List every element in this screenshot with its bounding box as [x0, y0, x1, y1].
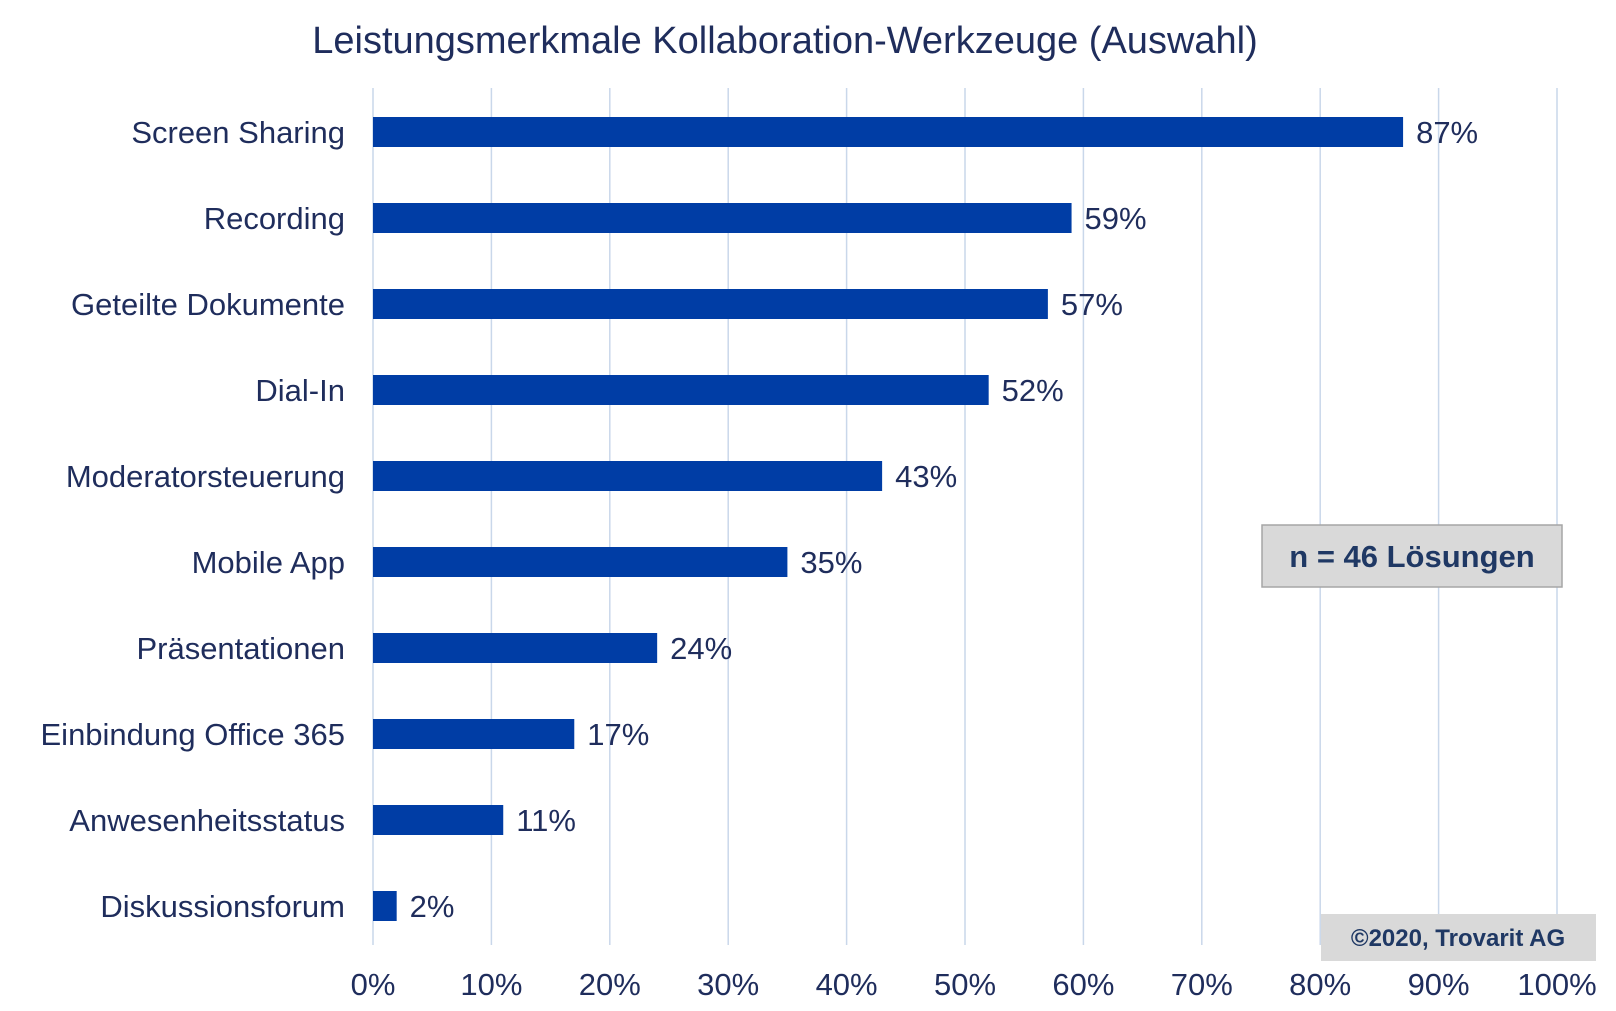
x-tick-label: 0% [351, 967, 396, 1002]
data-label: 87% [1416, 115, 1478, 150]
category-label: Anwesenheitsstatus [69, 803, 345, 838]
bar [373, 891, 397, 921]
x-tick-label: 10% [460, 967, 522, 1002]
data-label: 24% [670, 631, 732, 666]
value-labels: 87% 59% 57% 52% 43% 35% 24% 17% 11% 2% [410, 115, 1478, 924]
category-label: Screen Sharing [131, 115, 345, 150]
category-label: Dial-In [255, 373, 345, 408]
x-tick-label: 50% [934, 967, 996, 1002]
x-axis-ticks: 0% 10% 20% 30% 40% 50% 60% 70% 80% 90% 100% [351, 967, 1597, 1002]
sample-size-box [1261, 524, 1563, 588]
x-tick-label: 90% [1408, 967, 1470, 1002]
category-label: Geteilte Dokumente [71, 287, 345, 322]
data-label: 43% [895, 459, 957, 494]
data-label: 17% [587, 717, 649, 752]
x-tick-label: 100% [1517, 967, 1596, 1002]
x-tick-label: 80% [1289, 967, 1351, 1002]
x-tick-label: 70% [1171, 967, 1233, 1002]
data-label: 59% [1085, 201, 1147, 236]
category-label: Recording [204, 201, 345, 236]
bar [373, 633, 658, 663]
data-label: 11% [516, 803, 576, 838]
x-tick-label: 20% [579, 967, 641, 1002]
copyright-text: ©2020, Trovarit AG [1351, 925, 1565, 952]
bar [373, 719, 575, 749]
x-tick-label: 30% [697, 967, 759, 1002]
x-tick-label: 60% [1052, 967, 1114, 1002]
category-label: Moderatorsteuerung [66, 459, 345, 494]
bar [373, 117, 1404, 147]
category-label: Mobile App [192, 545, 345, 580]
bar [373, 203, 1072, 233]
category-label: Präsentationen [136, 631, 345, 666]
bar [373, 375, 989, 405]
data-label: 57% [1061, 287, 1123, 322]
data-label: 35% [800, 545, 862, 580]
category-labels: Screen Sharing Recording Geteilte Dokument… [41, 115, 346, 924]
category-label: Diskussionsforum [100, 889, 345, 924]
bar [373, 547, 788, 577]
copyright-box [1321, 914, 1596, 961]
category-label: Einbindung Office 365 [41, 717, 346, 752]
bars [373, 117, 1404, 921]
bar [373, 289, 1048, 319]
data-label: 2% [410, 889, 455, 924]
copyright-note: ©2020, Trovarit AG [1321, 914, 1596, 961]
bar [373, 805, 504, 835]
x-tick-label: 40% [816, 967, 878, 1002]
sample-size-note: n = 46 Lösungen [1261, 524, 1563, 588]
data-label: 52% [1002, 373, 1064, 408]
bar [373, 461, 883, 491]
chart-title: Leistungsmerkmale Kollaboration-Werkzeug… [312, 20, 1258, 62]
sample-size-text: n = 46 Lösungen [1289, 539, 1534, 574]
